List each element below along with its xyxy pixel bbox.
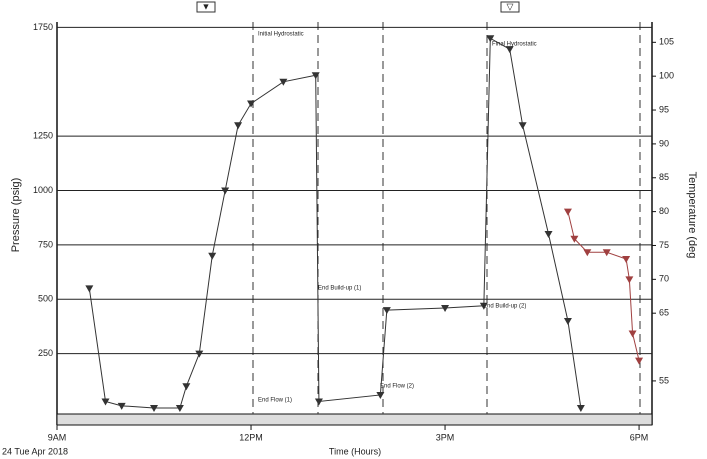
point [182, 383, 191, 391]
point [622, 256, 631, 264]
point [479, 302, 488, 310]
point [247, 100, 256, 108]
annotation: Initial Hydrostatic [258, 32, 304, 38]
annotation: End Flow (2) [380, 384, 414, 390]
point [563, 318, 572, 326]
y2-tick-label: 105 [659, 37, 674, 47]
y-tick-label: 500 [38, 294, 53, 304]
point [101, 398, 110, 406]
point [635, 357, 644, 365]
y-tick-label: 1250 [33, 131, 53, 141]
point [441, 304, 450, 312]
point [234, 122, 243, 130]
point [279, 78, 288, 86]
point [311, 72, 320, 80]
series-line [88, 37, 582, 409]
point [570, 235, 579, 243]
point [208, 252, 217, 260]
x-tick-label: 6PM [630, 432, 649, 442]
x-tick-label: 12PM [239, 432, 263, 442]
marker-icon [500, 1, 520, 13]
point [150, 405, 159, 412]
y2-tick-label: 80 [659, 206, 669, 216]
point [221, 187, 230, 195]
point [602, 249, 611, 257]
point [175, 405, 184, 412]
y-tick-label: 250 [38, 348, 53, 358]
marker-icon [196, 1, 216, 13]
y2-axis-label: Temperature (deg [686, 172, 698, 259]
annotation: End Build-up (1) [318, 286, 361, 292]
y2-tick-label: 75 [659, 240, 669, 250]
x-tick-label: 3PM [436, 432, 455, 442]
point [576, 405, 585, 412]
point [563, 208, 572, 216]
point [314, 398, 323, 406]
point [195, 350, 204, 358]
annotation: End Flow (1) [258, 398, 292, 404]
y2-tick-label: 95 [659, 104, 669, 114]
y2-tick-label: 100 [659, 71, 674, 81]
y-tick-label: 750 [38, 239, 53, 249]
point [505, 46, 514, 54]
marker-glyph: ▽ [507, 1, 514, 11]
point [85, 285, 94, 293]
y-tick-label: 1000 [33, 185, 53, 195]
series-line [567, 211, 640, 361]
y-tick-label: 1750 [33, 22, 53, 32]
x-tick-label: 9AM [48, 432, 67, 442]
x-axis-label: Time (Hours) [329, 446, 381, 456]
annotation: End Build-up (2) [483, 304, 526, 310]
y2-tick-label: 90 [659, 138, 669, 148]
point [625, 276, 634, 284]
marker-glyph: ▼ [202, 1, 211, 11]
y2-tick-label: 85 [659, 172, 669, 182]
date-label: 24 Tue Apr 2018 [2, 446, 68, 456]
y-axis-label: Pressure (psig) [10, 178, 22, 253]
point [583, 249, 592, 257]
annotation: Final Hydrostatic [492, 42, 537, 48]
point [117, 402, 126, 410]
y2-tick-label: 65 [659, 308, 669, 318]
point [544, 231, 553, 239]
y2-tick-label: 55 [659, 375, 669, 385]
y2-tick-label: 70 [659, 274, 669, 284]
point [518, 122, 527, 130]
point [486, 35, 495, 43]
point [376, 391, 385, 399]
point [628, 330, 637, 338]
x-axis-band [56, 413, 653, 426]
point [382, 307, 391, 315]
